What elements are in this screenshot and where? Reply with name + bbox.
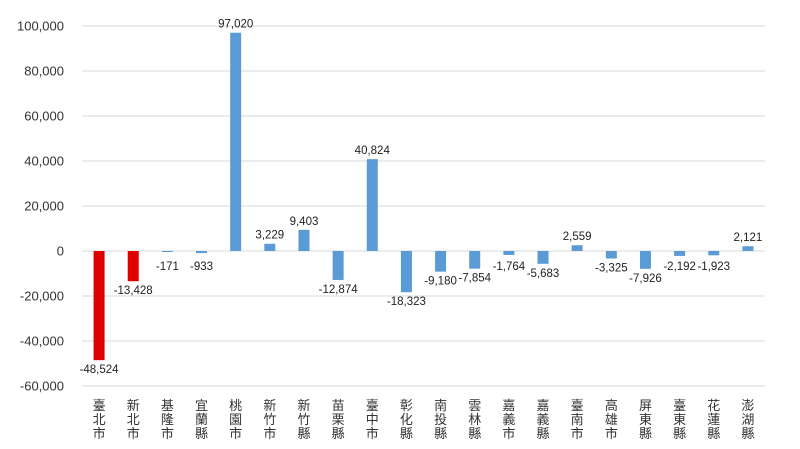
y-tick-label: -40,000 (20, 334, 64, 349)
category-label: 嘉義縣 (537, 399, 550, 442)
bar (469, 251, 481, 269)
bar (298, 229, 310, 251)
category-label: 宜蘭縣 (195, 399, 208, 442)
bar (742, 246, 754, 251)
category-label: 基隆市 (161, 399, 174, 442)
category-label: 臺南市 (571, 399, 584, 442)
data-label: -1,764 (493, 261, 526, 273)
data-label: -7,854 (458, 273, 491, 285)
bar (605, 251, 617, 259)
y-tick-label: 0 (57, 244, 64, 259)
y-tick-label: -60,000 (20, 379, 64, 394)
y-tick-label: 80,000 (24, 64, 64, 79)
data-label: -933 (190, 261, 213, 273)
x-axis-category-labels: 臺北市 新北市 基隆市 宜蘭縣 桃園市 新竹市 新竹縣 苗栗縣 臺中市 彰化縣 南投縣 雲林縣 嘉義市 嘉… (93, 398, 755, 442)
data-label: -12,874 (319, 284, 359, 296)
bar (264, 243, 276, 251)
bar (400, 251, 412, 293)
category-label: 桃園市 (229, 399, 242, 442)
bar (127, 251, 139, 282)
data-label: -1,923 (697, 261, 730, 273)
y-tick-label: 40,000 (24, 154, 64, 169)
bar (537, 251, 549, 264)
category-label: 嘉義市 (502, 399, 515, 442)
bar (503, 251, 515, 255)
category-label: 臺北市 (93, 399, 106, 442)
category-label: 雲林縣 (468, 399, 481, 442)
y-tick-label: -20,000 (20, 289, 64, 304)
bar (93, 251, 105, 361)
data-label: 2,121 (734, 232, 763, 244)
data-label: -2,192 (663, 261, 696, 273)
category-label: 南投縣 (434, 398, 447, 442)
category-label: 臺中市 (366, 399, 379, 442)
category-label: 新竹市 (263, 398, 276, 442)
data-label: 2,559 (563, 231, 592, 243)
category-label: 高雄市 (605, 398, 618, 442)
category-label: 苗栗縣 (332, 399, 345, 442)
data-label: 3,229 (255, 230, 284, 242)
data-label: -18,323 (387, 296, 426, 308)
bar (230, 32, 242, 251)
data-labels: -48,524 -13,428-171 -933 97,020 3,229 9,403 -1… (80, 19, 763, 376)
bar (571, 245, 583, 251)
data-label: 40,824 (355, 145, 391, 157)
bar (161, 251, 173, 252)
bar (435, 251, 447, 272)
bar (196, 251, 208, 254)
bar (674, 251, 686, 256)
data-label: -9,180 (424, 276, 457, 288)
category-label: 澎湖縣 (741, 399, 754, 442)
data-label: 9,403 (290, 216, 319, 228)
category-label: 新北市 (127, 398, 140, 442)
category-label: 臺東縣 (673, 399, 686, 442)
data-label: -171 (156, 261, 179, 273)
bar (332, 251, 344, 280)
gridlines (82, 25, 765, 387)
data-label: -7,926 (629, 273, 662, 285)
data-label: -48,524 (80, 364, 120, 376)
data-label: 97,020 (218, 19, 253, 31)
category-label: 新竹縣 (297, 398, 310, 442)
data-label: -5,683 (527, 268, 560, 280)
y-axis-tick-labels: 100,000 80,000 60,000 40,000 20,000 0 -20,000 -… (17, 19, 64, 394)
y-tick-label: 60,000 (24, 109, 64, 124)
category-label: 花蓮縣 (707, 398, 720, 442)
data-label: -3,325 (595, 262, 628, 274)
bar (639, 251, 651, 269)
y-tick-label: 20,000 (24, 199, 64, 214)
category-label: 屏東縣 (639, 399, 652, 442)
bars (93, 32, 754, 361)
category-label: 彰化縣 (400, 398, 413, 442)
data-label: -13,428 (114, 285, 153, 297)
bar (366, 159, 378, 251)
y-tick-label: 100,000 (17, 19, 64, 34)
bar (708, 251, 720, 256)
